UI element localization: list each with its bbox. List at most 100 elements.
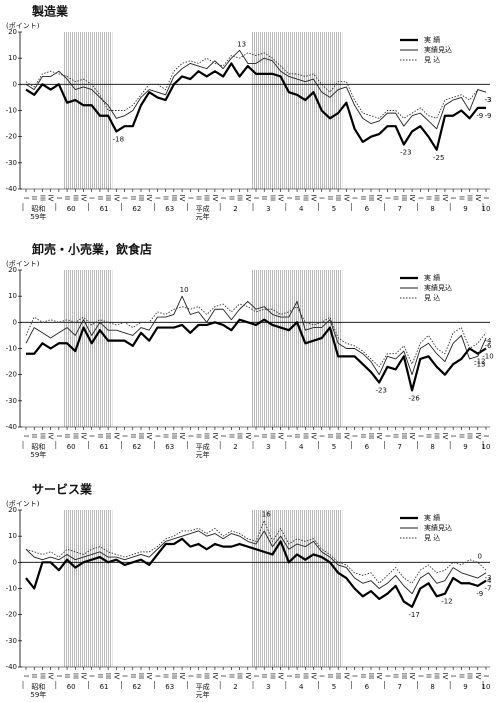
x-tick-label: I xyxy=(121,435,129,437)
x-tick-label: I xyxy=(55,197,63,199)
line-series xyxy=(25,52,487,119)
x-group-label: 59年 xyxy=(30,212,46,221)
value-label: -4 xyxy=(485,577,493,585)
x-tick-label: III xyxy=(203,195,211,201)
x-group-label: 7 xyxy=(398,205,402,213)
x-tick-label: III xyxy=(334,433,342,439)
x-tick-label: III xyxy=(466,195,474,201)
y-unit: (ポイント) xyxy=(6,260,40,268)
y-tick-label: -10 xyxy=(6,107,17,115)
x-tick-label: IV xyxy=(277,673,285,680)
y-tick-label: 0 xyxy=(13,318,17,326)
x-group-label: 10 xyxy=(482,443,491,451)
y-tick-label: 10 xyxy=(8,532,17,540)
x-tick-label: I xyxy=(22,675,30,677)
legend-label: 実 績 xyxy=(424,513,440,522)
x-tick-label: II xyxy=(457,674,465,678)
x-tick-label: II xyxy=(260,434,268,438)
x-tick-label: IV xyxy=(47,433,55,440)
x-tick-label: I xyxy=(153,675,161,677)
x-tick-label: IV xyxy=(375,433,383,440)
x-tick-label: II xyxy=(260,196,268,200)
x-tick-label: III xyxy=(334,673,342,679)
x-tick-label: III xyxy=(268,673,276,679)
x-tick-label: IV xyxy=(112,195,120,202)
y-tick-label: -40 xyxy=(6,185,17,193)
x-tick-label: II xyxy=(293,434,301,438)
x-tick-label: III xyxy=(367,433,375,439)
value-label: -9 xyxy=(476,112,483,120)
x-tick-label: IV xyxy=(310,433,318,440)
legend-label: 実績見込 xyxy=(424,45,452,54)
value-label: -23 xyxy=(400,149,411,157)
value-label: -6 xyxy=(485,342,493,350)
x-tick-label: III xyxy=(170,433,178,439)
x-tick-label: IV xyxy=(342,673,350,680)
x-tick-label: I xyxy=(285,675,293,677)
y-unit: (ポイント) xyxy=(6,500,40,508)
legend-label: 見 込 xyxy=(424,55,440,64)
value-label: -10 xyxy=(482,353,493,361)
chart-title: サービス業 xyxy=(32,482,93,497)
x-tick-label: I xyxy=(449,435,457,437)
x-tick-label: IV xyxy=(474,433,482,440)
chart-title: 製造業 xyxy=(31,4,69,19)
x-group-label: 2 xyxy=(233,205,237,213)
x-tick-label: I xyxy=(416,197,424,199)
value-label: 13 xyxy=(237,40,246,48)
x-group-label: 3 xyxy=(266,443,270,451)
value-label: 10 xyxy=(180,286,189,294)
x-tick-label: IV xyxy=(342,195,350,202)
x-tick-label: IV xyxy=(47,195,55,202)
y-tick-label: -10 xyxy=(6,345,17,353)
x-tick-label: III xyxy=(38,433,46,439)
x-tick-label: I xyxy=(318,675,326,677)
x-group-label: 63 xyxy=(165,683,174,691)
x-tick-label: III xyxy=(433,673,441,679)
x-tick-label: IV xyxy=(145,195,153,202)
x-tick-label: IV xyxy=(375,673,383,680)
x-tick-label: III xyxy=(400,673,408,679)
value-label: -3 xyxy=(485,96,492,104)
shaded-period xyxy=(251,270,343,427)
x-tick-label: II xyxy=(129,434,137,438)
x-tick-label: I xyxy=(121,197,129,199)
x-group-label: 60 xyxy=(67,443,76,451)
x-tick-label: I xyxy=(383,197,391,199)
x-tick-label: IV xyxy=(211,673,219,680)
x-group-label: 6 xyxy=(365,443,370,451)
x-tick-label: II xyxy=(227,434,235,438)
value-label: -26 xyxy=(408,394,420,402)
value-label: -7 xyxy=(485,585,492,593)
x-tick-label: II xyxy=(227,196,235,200)
value-label: -12 xyxy=(474,358,485,366)
x-tick-label: I xyxy=(22,435,30,437)
x-tick-label: IV xyxy=(244,433,252,440)
x-tick-label: II xyxy=(30,674,38,678)
x-tick-label: II xyxy=(195,434,203,438)
x-tick-label: II xyxy=(260,674,268,678)
x-tick-label: III xyxy=(301,195,309,201)
x-tick-label: I xyxy=(285,197,293,199)
x-tick-label: III xyxy=(203,673,211,679)
y-tick-label: -10 xyxy=(6,585,17,593)
x-tick-label: I xyxy=(318,435,326,437)
x-tick-label: IV xyxy=(211,195,219,202)
x-group-label: 63 xyxy=(165,205,174,213)
x-tick-label: II xyxy=(96,196,104,200)
x-tick-label: IV xyxy=(178,673,186,680)
x-group-label: 5 xyxy=(332,443,336,451)
x-tick-label: II xyxy=(425,434,433,438)
y-tick-label: -40 xyxy=(6,663,17,671)
x-group-label: 4 xyxy=(299,443,304,451)
y-tick-label: 0 xyxy=(13,558,17,566)
x-tick-label: I xyxy=(219,435,227,437)
line-series xyxy=(25,49,487,130)
x-tick-label: IV xyxy=(277,433,285,440)
x-tick-label: I xyxy=(22,197,30,199)
x-group-era: 平成 xyxy=(196,442,210,451)
x-tick-label: III xyxy=(38,195,46,201)
x-tick-label: I xyxy=(219,675,227,677)
x-tick-label: IV xyxy=(310,195,318,202)
